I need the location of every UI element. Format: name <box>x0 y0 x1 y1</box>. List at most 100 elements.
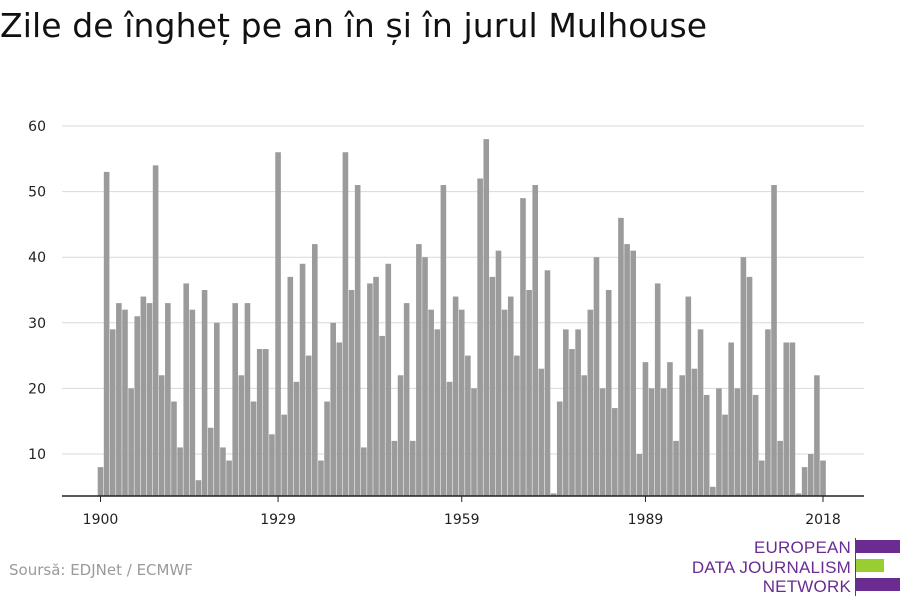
bar <box>336 342 343 496</box>
bar <box>360 447 367 496</box>
x-tick-label: 1959 <box>444 512 480 528</box>
bar <box>134 316 141 496</box>
bar <box>226 460 232 496</box>
bar <box>575 329 581 496</box>
bar <box>299 263 306 496</box>
bar <box>722 414 728 496</box>
bar <box>605 290 612 496</box>
bar <box>446 381 453 496</box>
bar <box>354 185 361 497</box>
x-axis: 1900 1929 1959 1989 2018 <box>62 495 864 528</box>
bar <box>507 296 514 496</box>
bar <box>661 388 667 496</box>
bar <box>526 290 532 496</box>
bar <box>716 388 722 496</box>
bar <box>550 493 557 496</box>
bar <box>685 296 692 496</box>
bar <box>183 283 190 496</box>
source-note: Soursă: EDJNet / ECMWF <box>9 561 193 579</box>
bar <box>581 375 588 496</box>
bar <box>795 493 802 496</box>
bar <box>636 454 643 496</box>
logo-line-3: NETWORK <box>762 577 851 596</box>
bar <box>324 401 330 496</box>
bar <box>244 303 251 496</box>
x-tick-label: 1929 <box>260 512 296 528</box>
bar <box>367 283 373 496</box>
bar <box>587 309 594 496</box>
bar <box>152 165 159 497</box>
logo-wordmark: EUROPEAN DATA JOURNALISM NETWORK <box>692 538 851 597</box>
bar <box>691 368 698 496</box>
x-tick-label: 1900 <box>83 512 119 528</box>
bar <box>385 263 392 496</box>
bar <box>281 414 287 496</box>
bar <box>758 460 765 496</box>
bar <box>465 355 471 496</box>
bar <box>177 447 183 496</box>
bar <box>477 178 483 497</box>
bar <box>495 250 502 496</box>
x-tick-label: 1989 <box>628 512 664 528</box>
y-tick-label: 40 <box>28 250 46 266</box>
bar <box>422 257 428 496</box>
bar <box>612 408 618 496</box>
logo-line-2: DATA JOURNALISM <box>691 557 851 577</box>
bar <box>520 198 526 496</box>
logo-divider <box>855 538 856 596</box>
bar <box>489 276 496 496</box>
bar <box>654 283 661 496</box>
bar <box>667 362 673 496</box>
bar <box>391 440 398 496</box>
bars <box>97 139 826 497</box>
bar <box>538 368 545 496</box>
bar <box>238 375 245 496</box>
bar <box>348 290 355 496</box>
bar <box>128 388 134 496</box>
y-axis-ticks: 10 20 30 40 50 60 <box>28 119 46 463</box>
bar <box>109 329 116 496</box>
logo-line-1: EUROPEAN <box>753 538 851 557</box>
bar <box>728 342 734 496</box>
bar <box>146 303 153 496</box>
bar <box>514 355 520 496</box>
bar <box>483 139 490 496</box>
bar <box>434 329 441 496</box>
bar <box>679 375 685 496</box>
bar <box>403 303 410 496</box>
bar <box>440 185 447 497</box>
bar <box>820 460 826 496</box>
bar <box>220 447 226 496</box>
bar <box>263 349 269 496</box>
bar <box>293 381 300 496</box>
bar <box>305 355 312 496</box>
bar <box>777 440 783 496</box>
bar <box>734 388 741 496</box>
bar <box>648 388 655 496</box>
y-tick-label: 50 <box>28 185 46 201</box>
bar <box>599 388 606 496</box>
bar <box>789 342 796 496</box>
bar <box>556 401 563 496</box>
bar <box>232 303 239 496</box>
bar <box>740 257 747 496</box>
bar <box>673 440 679 496</box>
bar <box>746 276 753 496</box>
y-tick-label: 10 <box>28 447 46 463</box>
bar <box>814 375 820 496</box>
bar <box>97 467 104 496</box>
chart-title: Zile de îngheț pe an în și în jurul Mulh… <box>0 6 708 45</box>
bar <box>330 322 336 496</box>
bar <box>165 303 171 496</box>
bar <box>214 322 220 496</box>
bar <box>801 467 808 496</box>
bar <box>140 296 147 496</box>
bar <box>710 486 716 496</box>
bar <box>452 296 459 496</box>
bar <box>373 276 379 496</box>
bar <box>189 309 196 496</box>
bar <box>783 342 790 496</box>
bar <box>256 349 263 496</box>
bar <box>250 401 257 496</box>
